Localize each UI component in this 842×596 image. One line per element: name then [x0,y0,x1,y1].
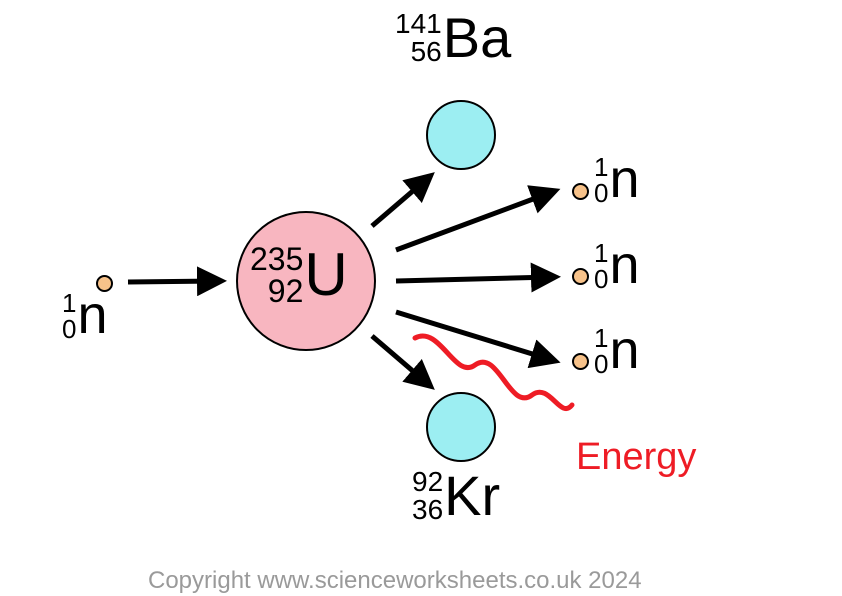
out-neutron-3-label: 10n [594,325,640,377]
barium-label: 14156Ba [395,10,511,66]
uranium-label-symbol: U [304,251,347,299]
krypton-label: 9236Kr [412,468,500,524]
out-neutron-1-label-symbol: n [609,158,639,201]
energy-label: Energy [576,436,696,479]
out-neutron-3-label-symbol: n [609,329,639,372]
incoming-neutron-label-atomic: 0 [62,316,76,342]
out-neutron-2-label-atomic: 0 [594,266,608,292]
out-neutron-2-label-symbol: n [609,244,639,287]
out-neutron-2-dot [572,268,589,285]
out-neutron-1-label-atomic: 0 [594,180,608,206]
uranium-label: 23592U [250,243,348,307]
arrow-to-krypton [372,336,428,384]
energy-wave [415,336,572,409]
barium-label-mass: 141 [395,10,442,38]
uranium-label-mass: 235 [250,243,303,275]
out-neutron-3-dot [572,353,589,370]
out-neutron-1-label-mass: 1 [594,154,608,180]
incoming-neutron-label: 10n [62,290,108,342]
incoming-neutron-label-symbol: n [77,294,107,337]
krypton-nucleus [426,392,496,462]
krypton-label-symbol: Kr [444,474,500,519]
uranium-label-atomic: 92 [250,275,303,307]
krypton-label-atomic: 36 [412,496,443,524]
out-neutron-3-label-atomic: 0 [594,351,608,377]
out-neutron-2-label-mass: 1 [594,240,608,266]
out-neutron-1-dot [572,183,589,200]
arrow-to-neutron-1 [396,192,552,250]
out-neutron-1-label: 10n [594,154,640,206]
barium-nucleus [426,100,496,170]
arrow-incoming [128,281,218,282]
arrow-to-neutron-2 [396,277,552,281]
krypton-label-mass: 92 [412,468,443,496]
out-neutron-2-label: 10n [594,240,640,292]
arrow-to-barium [372,178,428,226]
out-neutron-3-label-mass: 1 [594,325,608,351]
copyright-text: Copyright www.scienceworksheets.co.uk 20… [148,567,642,595]
barium-label-symbol: Ba [443,16,512,61]
fission-diagram: 10n23592U14156Ba9236Kr10n10n10nEnergyCop… [0,0,842,596]
barium-label-atomic: 56 [395,38,442,66]
incoming-neutron-label-mass: 1 [62,290,76,316]
